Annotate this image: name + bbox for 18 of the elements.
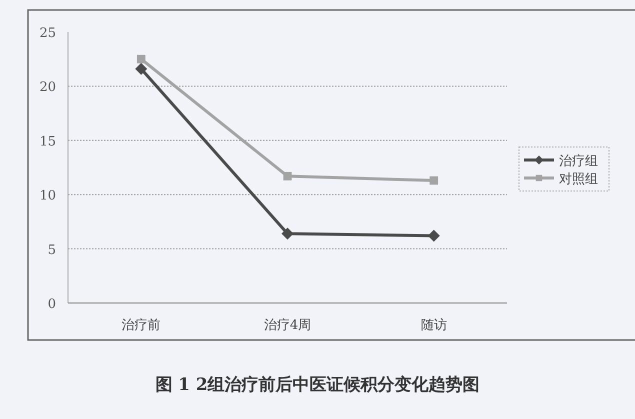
point	[282, 228, 294, 240]
y-tick-label: 10	[39, 188, 56, 204]
legend-label: 治疗组	[559, 154, 598, 169]
y-tick-label: 20	[39, 80, 56, 96]
point	[428, 230, 440, 242]
point	[430, 176, 438, 185]
legend-label: 对照组	[559, 172, 598, 187]
point	[135, 62, 148, 75]
y-tick-label: 15	[39, 134, 56, 150]
x-tick-label: 治疗4周	[264, 318, 312, 333]
point	[136, 54, 146, 64]
y-tick-label: 5	[48, 242, 56, 258]
y-tick-label: 0	[48, 297, 56, 312]
point	[283, 172, 292, 180]
text: 图 1 2组治疗前后中医证候积分变化趋势图	[155, 375, 480, 395]
y-tick-label: 25	[39, 26, 56, 41]
x-tick-label: 随访	[420, 317, 447, 333]
x-tick-label: 治疗前	[122, 318, 161, 333]
